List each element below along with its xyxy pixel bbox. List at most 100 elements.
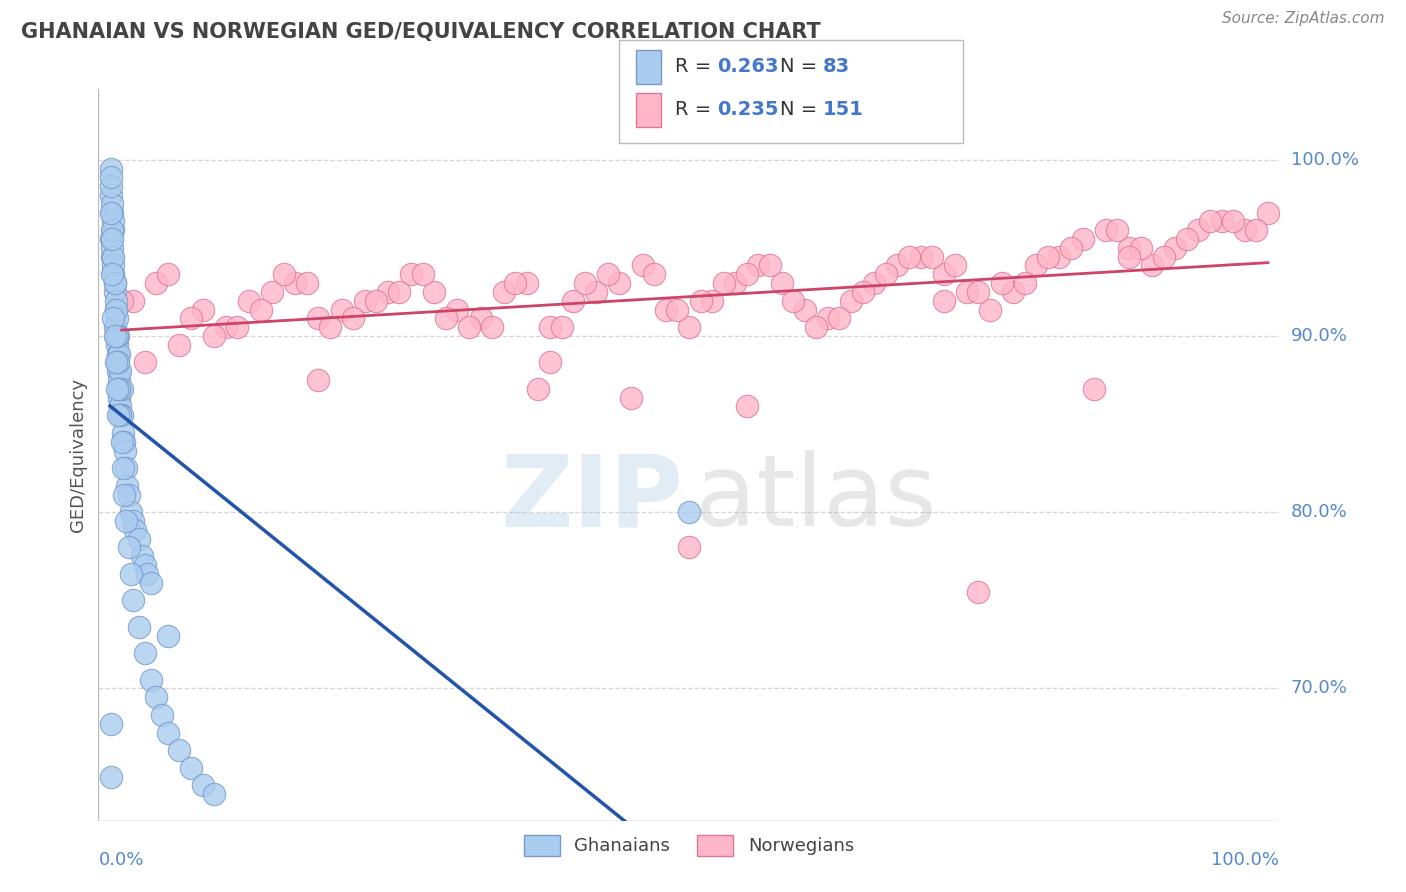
Point (107, 355, 129, 369)
Point (156, 629, 179, 643)
Point (249, 302, 271, 317)
Point (735, 267, 758, 281)
Point (101, 223, 124, 237)
Point (377, 285, 399, 299)
Point (1233, 223, 1256, 237)
Point (342, 311, 364, 326)
Point (828, 311, 851, 326)
Point (120, 566, 142, 581)
Point (103, 250, 125, 264)
Point (1118, 250, 1140, 264)
Point (793, 302, 815, 317)
Point (806, 320, 828, 334)
Point (103, 259, 125, 273)
Text: N =: N = (780, 57, 824, 77)
Point (943, 259, 966, 273)
Point (122, 514, 145, 528)
Point (1222, 214, 1244, 228)
Point (128, 620, 150, 634)
Point (108, 373, 131, 387)
Point (202, 787, 225, 801)
Point (423, 285, 446, 299)
Point (104, 329, 127, 343)
Point (330, 302, 353, 317)
Point (124, 523, 146, 537)
Point (446, 302, 468, 317)
Point (643, 267, 665, 281)
Point (886, 259, 908, 273)
Point (110, 293, 132, 308)
Point (503, 276, 526, 290)
Point (399, 267, 422, 281)
Point (434, 311, 457, 326)
Point (180, 761, 202, 775)
Point (226, 320, 249, 334)
Point (107, 329, 129, 343)
Point (110, 434, 132, 449)
Point (1199, 214, 1222, 228)
Point (105, 329, 128, 343)
Text: 0.263: 0.263 (717, 57, 779, 77)
Point (1153, 250, 1175, 264)
Point (215, 320, 238, 334)
Point (104, 276, 127, 290)
Point (169, 338, 191, 352)
Point (101, 250, 124, 264)
Point (105, 338, 128, 352)
Point (110, 400, 132, 414)
Point (107, 364, 129, 378)
Point (145, 276, 167, 290)
Point (307, 311, 329, 326)
Point (527, 382, 550, 396)
Point (852, 285, 875, 299)
Point (128, 532, 150, 546)
Point (1094, 223, 1116, 237)
Point (156, 267, 179, 281)
Point (353, 293, 375, 308)
Point (932, 293, 955, 308)
Point (262, 285, 284, 299)
Point (1187, 223, 1209, 237)
Point (122, 293, 145, 308)
Point (134, 355, 156, 369)
Point (107, 409, 129, 423)
Point (105, 382, 128, 396)
Point (990, 276, 1012, 290)
Point (585, 285, 607, 299)
Point (104, 285, 127, 299)
Text: 83: 83 (823, 57, 849, 77)
Text: 100.0%: 100.0% (1291, 151, 1358, 169)
Point (1002, 285, 1025, 299)
Point (550, 320, 572, 334)
Point (134, 646, 156, 660)
Point (470, 311, 492, 326)
Point (562, 293, 585, 308)
Point (724, 276, 747, 290)
Point (689, 293, 711, 308)
Point (104, 320, 127, 334)
Text: atlas: atlas (695, 450, 936, 548)
Point (101, 241, 124, 255)
Point (111, 461, 134, 475)
Point (574, 276, 596, 290)
Point (105, 311, 128, 326)
Point (1246, 223, 1268, 237)
Point (100, 179, 122, 194)
Point (110, 364, 132, 378)
Point (117, 479, 139, 493)
Point (104, 302, 127, 317)
Point (1071, 232, 1094, 246)
Point (100, 770, 122, 784)
Point (284, 276, 307, 290)
Point (759, 259, 782, 273)
Point (596, 267, 619, 281)
Point (481, 320, 503, 334)
Point (1175, 232, 1198, 246)
Point (1257, 205, 1279, 219)
Point (101, 232, 124, 246)
Point (1083, 382, 1105, 396)
Point (678, 541, 700, 555)
Point (122, 593, 145, 607)
Text: R =: R = (675, 57, 717, 77)
Y-axis label: GED/Equivalency: GED/Equivalency (69, 378, 87, 532)
